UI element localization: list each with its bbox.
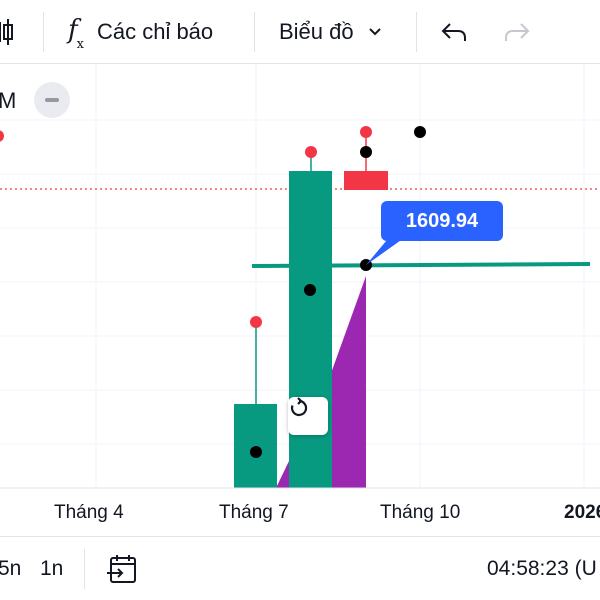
time-axis-label: Tháng 4 (54, 502, 124, 523)
redo-icon (505, 23, 530, 41)
chart-type-button[interactable]: Biểu đồ (279, 0, 382, 64)
clock-timezone[interactable]: 04:58:23 (U (487, 557, 597, 580)
high-marker (250, 316, 262, 328)
range-5n-button[interactable]: 5n (0, 557, 22, 580)
high-marker (0, 130, 4, 142)
undo-icon (441, 23, 466, 41)
redo-button[interactable] (503, 0, 531, 64)
calendar-goto-icon (107, 555, 136, 583)
candle-style-icon[interactable] (0, 0, 18, 64)
time-axis-label: Tháng 7 (219, 502, 289, 523)
reset-icon (290, 397, 308, 417)
candle-body (344, 171, 388, 190)
reset-chart-button[interactable] (288, 397, 328, 435)
fx-icon: fx (68, 15, 84, 52)
bottom-divider (84, 549, 85, 589)
data-point (250, 446, 262, 458)
data-point (304, 284, 316, 296)
toolbar-divider (254, 12, 255, 52)
chart-type-label: Biểu đồ (279, 19, 354, 44)
top-toolbar: fx Các chỉ báo Biểu đồ (0, 0, 600, 64)
chart-canvas[interactable] (0, 64, 600, 536)
chevron-down-icon (368, 28, 381, 36)
indicators-button[interactable]: fx Các chỉ báo (68, 0, 213, 64)
legend-label: M (0, 88, 17, 113)
range-1n-button[interactable]: 1n (40, 557, 64, 580)
indicators-label: Các chỉ báo (96, 19, 214, 44)
candle-body (289, 171, 332, 488)
area-series (276, 276, 366, 488)
horizontal-line-drawing (251, 262, 591, 268)
chart-pane[interactable]: M 1609.94 Tháng 4 Tháng 7 Tháng 10 2026 (0, 64, 600, 536)
candle-body (234, 404, 277, 488)
go-to-date-button[interactable] (106, 537, 138, 600)
bottom-toolbar: 5n 1n 04:58:23 (U (0, 536, 600, 600)
time-axis-label: Tháng 10 (380, 502, 461, 523)
toolbar-divider (416, 12, 417, 52)
price-tag: 1609.94 (381, 201, 503, 241)
time-axis-label: 2026 (564, 502, 600, 523)
price-tag-pointer (366, 234, 404, 265)
legend-collapse-button[interactable] (34, 82, 70, 118)
high-marker (360, 126, 372, 138)
data-point (360, 146, 372, 158)
high-marker (305, 146, 317, 158)
minus-icon (45, 98, 59, 102)
data-point (414, 126, 426, 138)
toolbar-divider (43, 12, 44, 52)
undo-button[interactable] (440, 0, 468, 64)
